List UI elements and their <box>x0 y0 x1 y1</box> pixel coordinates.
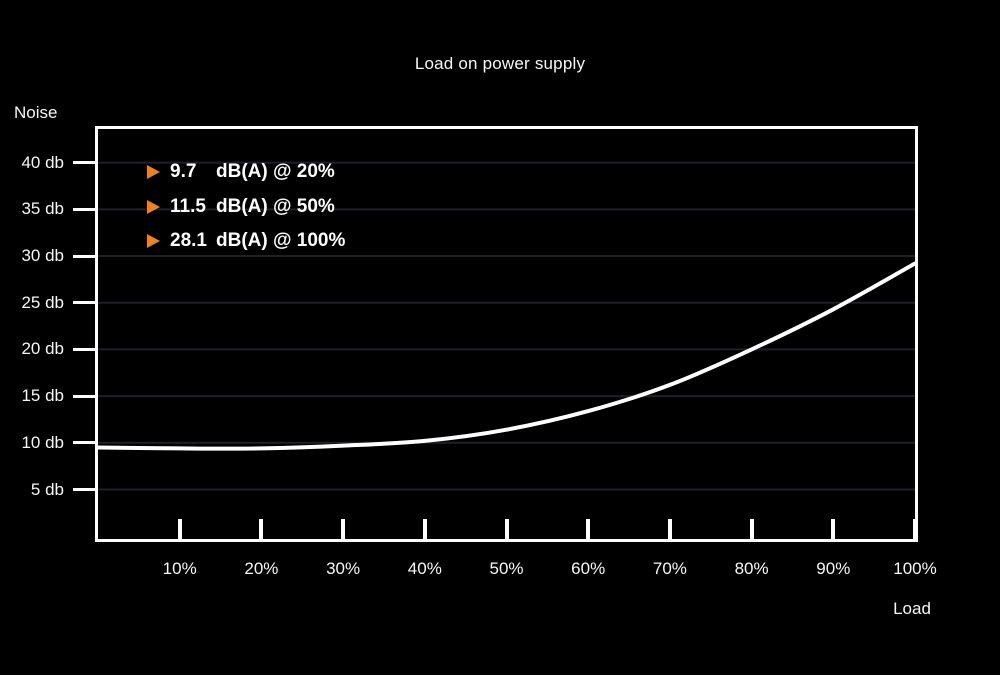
legend-label: dB(A) @ 50% <box>216 196 335 217</box>
legend-row: 11.5 dB(A) @ 50% <box>147 195 335 219</box>
y-tick-label: 35 db <box>21 199 64 219</box>
plot-area <box>95 126 918 542</box>
noise-curve <box>98 261 915 451</box>
x-tick-label: 10% <box>162 559 197 578</box>
x-tick-label: 100% <box>893 559 937 578</box>
legend-value: 28.1 <box>170 230 207 251</box>
y-tick-mark <box>73 161 95 165</box>
y-tick-label: 25 db <box>21 292 64 312</box>
y-tick-label: 40 db <box>21 152 64 172</box>
y-tick-mark <box>73 488 95 491</box>
y-tick-label: 5 db <box>30 479 64 499</box>
x-tick-mark <box>259 519 264 539</box>
plot-canvas <box>98 161 915 491</box>
x-tick-mark <box>749 519 754 539</box>
y-tick-label: 20 db <box>21 339 64 359</box>
legend-value: 9.7 <box>170 161 197 182</box>
y-tick-mark <box>73 441 95 445</box>
y-tick-mark <box>73 207 95 211</box>
legend-marker-icon <box>147 165 160 179</box>
legend-row: 28.1 dB(A) @ 100% <box>147 229 345 253</box>
y-tick-mark <box>73 347 95 351</box>
legend-label: dB(A) @ 20% <box>216 161 335 182</box>
y-tick-label: 30 db <box>21 246 64 266</box>
x-tick-label: 50% <box>489 559 524 578</box>
y-tick-label: 15 db <box>21 386 64 406</box>
x-tick-label: 20% <box>244 559 279 578</box>
x-tick-label: 60% <box>571 559 606 578</box>
chart-title: Load on power supply <box>414 54 586 73</box>
y-axis-label: Noise <box>14 103 58 122</box>
legend-marker-icon <box>147 234 160 248</box>
x-tick-mark <box>586 519 591 539</box>
x-tick-label: 70% <box>652 559 687 578</box>
legend-label: dB(A) @ 100% <box>216 230 346 251</box>
x-tick-label: 30% <box>326 559 361 578</box>
x-tick-mark <box>504 519 509 539</box>
x-tick-mark <box>667 519 672 539</box>
x-tick-mark <box>913 519 917 539</box>
legend-row: 9.7 dB(A) @ 20% <box>147 160 335 184</box>
x-tick-label: 40% <box>407 559 442 578</box>
x-tick-mark <box>831 519 836 539</box>
legend-value: 11.5 <box>170 196 206 217</box>
y-tick-mark <box>73 301 95 305</box>
y-tick-mark <box>73 254 95 258</box>
x-tick-label: 90% <box>816 559 851 578</box>
x-axis-label: Load <box>893 599 931 618</box>
x-tick-label: 80% <box>734 559 769 578</box>
x-tick-mark <box>341 519 346 539</box>
x-tick-mark <box>422 519 427 539</box>
y-tick-mark <box>73 394 95 398</box>
y-tick-label: 10 db <box>21 432 64 452</box>
legend-marker-icon <box>147 200 160 214</box>
x-tick-mark <box>177 519 182 539</box>
